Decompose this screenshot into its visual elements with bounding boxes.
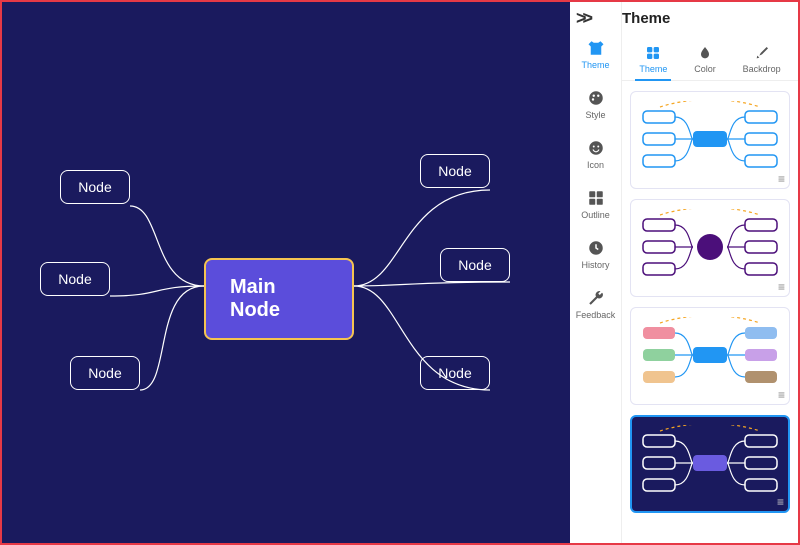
sidebar-item-label: Outline	[581, 210, 610, 220]
mindmap-canvas[interactable]: Main Node Node Node Node Node Node Node	[2, 2, 570, 543]
sidebar-item-feedback[interactable]: Feedback	[570, 286, 621, 322]
main-node[interactable]: Main Node	[204, 258, 354, 340]
node[interactable]: Node	[420, 154, 490, 188]
drag-handle-icon: ≡	[778, 392, 785, 398]
drag-handle-icon: ≡	[777, 499, 784, 505]
sidebar-item-label: Style	[585, 110, 605, 120]
sidebar-item-history[interactable]: History	[570, 236, 621, 272]
node[interactable]: Node	[60, 170, 130, 204]
sidebar-item-style[interactable]: Style	[570, 86, 621, 122]
tab-label: Backdrop	[743, 64, 781, 74]
sidebar-item-label: Theme	[581, 60, 609, 70]
tshirt-icon	[587, 38, 605, 58]
drop-icon	[697, 44, 713, 62]
node[interactable]: Node	[70, 356, 140, 390]
theme-card-pastel[interactable]: ≡	[630, 307, 790, 405]
palette-icon	[587, 88, 605, 108]
grid-icon	[587, 188, 605, 208]
drag-handle-icon: ≡	[778, 284, 785, 290]
sidebar-item-icon[interactable]: Icon	[570, 136, 621, 172]
sidebar-item-label: Feedback	[576, 310, 616, 320]
sidebar-item-label: Icon	[587, 160, 604, 170]
panel-sidebar: Theme Style Icon Outline History Feedback	[570, 2, 622, 543]
drag-handle-icon: ≡	[778, 176, 785, 182]
tab-theme[interactable]: Theme	[635, 40, 671, 80]
node[interactable]: Node	[40, 262, 110, 296]
tab-color[interactable]: Color	[690, 40, 720, 80]
clock-icon	[587, 238, 605, 258]
theme-card-blue-outline[interactable]: ≡	[630, 91, 790, 189]
wrench-icon	[587, 288, 605, 308]
theme-card-dark[interactable]: ≡	[630, 415, 790, 513]
paint-icon	[754, 44, 770, 62]
tab-label: Theme	[639, 64, 667, 74]
theme-list: ≡ ≡ ≡ ≡	[622, 81, 798, 543]
smile-icon	[587, 138, 605, 158]
sidebar-item-theme[interactable]: Theme	[570, 36, 621, 72]
panel-title: Theme	[622, 10, 670, 27]
theme-tabs: Theme Color Backdrop	[622, 36, 798, 81]
theme-panel: >> Theme Theme Style Icon Outline History Fee…	[570, 2, 798, 543]
collapse-icon[interactable]: >>	[576, 8, 589, 29]
tab-label: Color	[694, 64, 716, 74]
sidebar-item-label: History	[581, 260, 609, 270]
node[interactable]: Node	[420, 356, 490, 390]
sidebar-item-outline[interactable]: Outline	[570, 186, 621, 222]
node[interactable]: Node	[440, 248, 510, 282]
panel-content: Theme Color Backdrop ≡ ≡ ≡ ≡	[622, 2, 798, 543]
grid4-icon	[645, 44, 661, 62]
theme-card-purple-circle[interactable]: ≡	[630, 199, 790, 297]
tab-backdrop[interactable]: Backdrop	[739, 40, 785, 80]
